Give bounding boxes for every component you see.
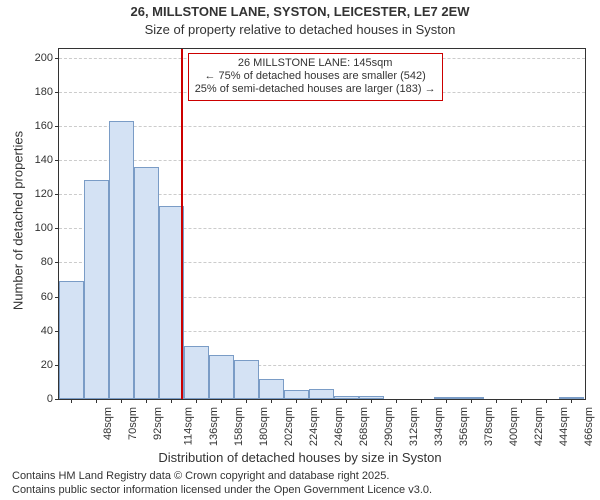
histogram-bar: [309, 389, 334, 399]
y-tick-label: 200: [35, 52, 59, 64]
histogram-bar: [84, 180, 109, 399]
x-tick-label: 268sqm: [359, 403, 371, 446]
x-tick-label: 136sqm: [209, 403, 221, 446]
y-tick-label: 160: [35, 120, 59, 132]
y-tick-label: 60: [41, 291, 59, 303]
x-tick-label: 224sqm: [309, 403, 321, 446]
x-tick-label: 378sqm: [484, 403, 496, 446]
chart-container: 26, MILLSTONE LANE, SYSTON, LEICESTER, L…: [0, 0, 600, 500]
histogram-bar: [209, 355, 234, 399]
x-tick-label: 334sqm: [434, 403, 446, 446]
x-tick-label: 158sqm: [234, 403, 246, 446]
x-tick-label: 202sqm: [284, 403, 296, 446]
y-tick-label: 140: [35, 154, 59, 166]
x-tick-label: 290sqm: [384, 403, 396, 446]
chart-title: 26, MILLSTONE LANE, SYSTON, LEICESTER, L…: [0, 4, 600, 19]
histogram-bar: [234, 360, 259, 399]
footer-line-1: Contains HM Land Registry data © Crown c…: [12, 470, 389, 482]
chart-subtitle: Size of property relative to detached ho…: [0, 22, 600, 37]
gridline: [59, 126, 585, 127]
x-tick-label: 246sqm: [334, 403, 346, 446]
x-tick-label: 356sqm: [459, 403, 471, 446]
histogram-bar: [59, 281, 84, 399]
y-tick-label: 100: [35, 222, 59, 234]
annotation-line: 25% of semi-detached houses are larger (…: [195, 83, 436, 96]
y-tick-label: 80: [41, 256, 59, 268]
histogram-bar: [184, 346, 209, 399]
x-tick-label: 48sqm: [103, 403, 115, 440]
x-tick-label: 92sqm: [153, 403, 165, 440]
y-tick-label: 180: [35, 86, 59, 98]
histogram-bar: [134, 167, 159, 399]
annotation-line: ← 75% of detached houses are smaller (54…: [195, 70, 436, 83]
y-tick-label: 40: [41, 325, 59, 337]
x-tick-label: 444sqm: [559, 403, 571, 446]
annotation-line: 26 MILLSTONE LANE: 145sqm: [195, 57, 436, 70]
histogram-bar: [109, 121, 134, 399]
marker-line: [181, 49, 183, 399]
x-tick-label: 114sqm: [183, 403, 195, 445]
x-tick-label: 422sqm: [534, 403, 546, 446]
histogram-bar: [284, 390, 309, 399]
y-tick-label: 0: [47, 393, 59, 405]
x-tick-label: 400sqm: [509, 403, 521, 446]
gridline: [59, 160, 585, 161]
x-axis-label: Distribution of detached houses by size …: [0, 450, 600, 465]
x-tick-label: 180sqm: [259, 403, 271, 446]
annotation-box: 26 MILLSTONE LANE: 145sqm← 75% of detach…: [188, 53, 443, 101]
y-tick-label: 20: [41, 359, 59, 371]
x-tick-label: 70sqm: [128, 403, 140, 440]
plot-area: 02040608010012014016018020048sqm70sqm92s…: [58, 48, 586, 400]
y-axis-label: Number of detached properties: [11, 121, 26, 321]
footer-line-2: Contains public sector information licen…: [12, 484, 432, 496]
x-tick-label: 466sqm: [584, 403, 596, 446]
histogram-bar: [259, 379, 284, 399]
y-tick-label: 120: [35, 188, 59, 200]
x-tick-label: 312sqm: [409, 403, 421, 446]
